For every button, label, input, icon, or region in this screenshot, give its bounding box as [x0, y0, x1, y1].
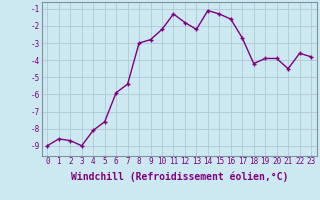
X-axis label: Windchill (Refroidissement éolien,°C): Windchill (Refroidissement éolien,°C): [70, 172, 288, 182]
